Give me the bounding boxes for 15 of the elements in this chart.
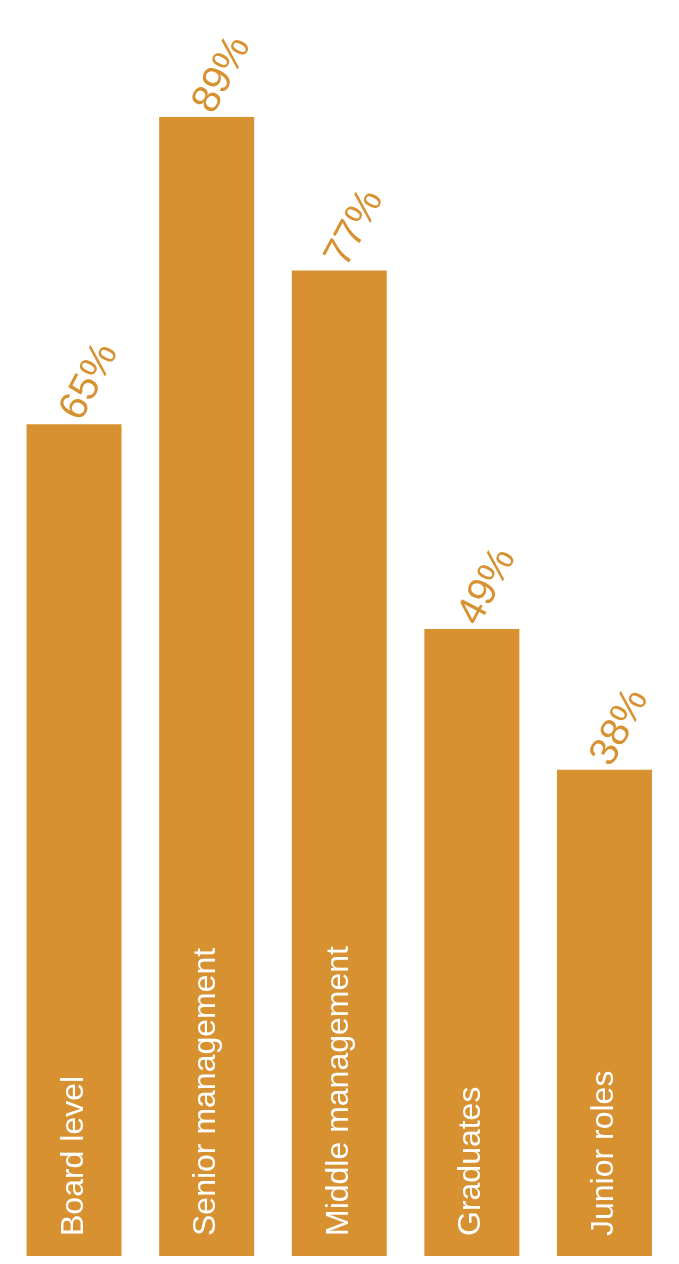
x-tick-label: Senior management (186, 947, 223, 1236)
data-label: 89% (181, 27, 258, 120)
data-label: 49% (446, 539, 524, 631)
data-label: 65% (48, 334, 126, 427)
bar (159, 117, 255, 1256)
data-label: 77% (313, 181, 391, 273)
x-tick-label: Middle management (318, 945, 355, 1236)
x-tick-label: Junior roles (583, 1070, 620, 1236)
x-tick-label: Graduates (451, 1086, 488, 1236)
bar (424, 628, 520, 1256)
data-label: 38% (579, 680, 656, 772)
bar (556, 769, 652, 1256)
bar (291, 270, 387, 1256)
x-tick-label: Board level (53, 1075, 90, 1236)
bar (26, 424, 122, 1256)
